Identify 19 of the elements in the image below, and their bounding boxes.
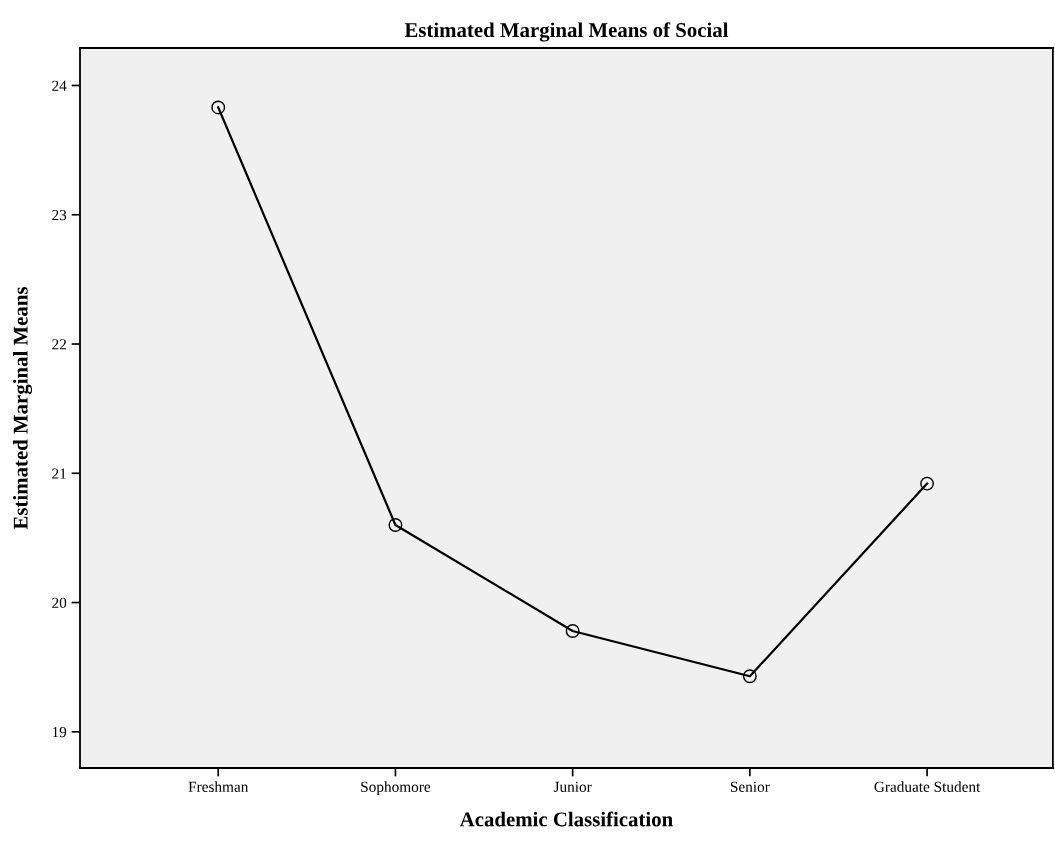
- y-tick-label: 23: [52, 209, 67, 221]
- x-tick-label: Graduate Student: [874, 781, 981, 792]
- y-axis-title: Estimated Marginal Means: [13, 286, 33, 530]
- point: [211, 100, 226, 115]
- point: [920, 476, 935, 491]
- y-tick-label: 20: [52, 597, 67, 608]
- point: [742, 669, 757, 684]
- y-tick-label: 21: [52, 468, 66, 479]
- point: [565, 624, 580, 638]
- chart-title: Estimated Marginal Means of Social: [404, 22, 729, 42]
- x-tick-label: Freshman: [188, 781, 249, 792]
- x-tick-label: Senior: [730, 781, 770, 792]
- x-tick-label: Junior: [553, 781, 592, 792]
- point: [388, 518, 403, 532]
- x-tick-label: Sophomore: [361, 781, 431, 796]
- y-tick-label: 19: [52, 726, 67, 738]
- y-tick-label: 22: [52, 339, 66, 350]
- y-tick-label: 24: [52, 80, 67, 91]
- x-axis-title: Academic Classification: [459, 811, 673, 827]
